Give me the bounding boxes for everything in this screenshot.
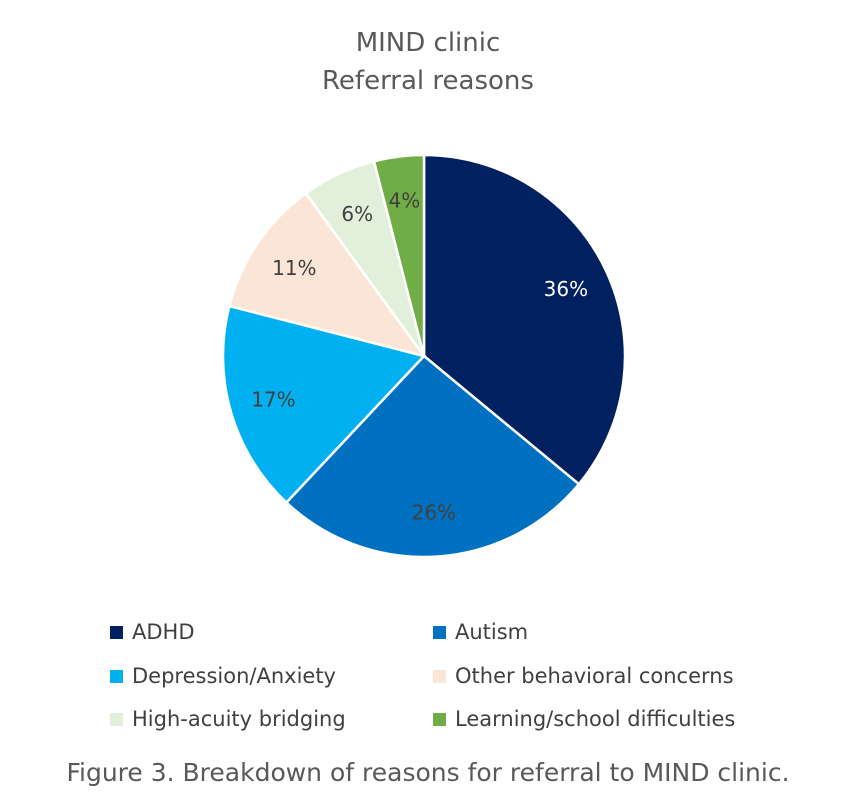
legend-label-0: ADHD	[132, 620, 195, 644]
legend-swatch-3	[433, 669, 446, 683]
pie-data-labels: 36% 26% 17% 11% 6% 4%	[251, 188, 588, 524]
legend-label-1: Autism	[455, 620, 529, 644]
legend-swatch-2	[110, 669, 123, 683]
pie-slices	[221, 153, 627, 559]
legend-swatch-4	[110, 712, 123, 726]
chart-title: MIND clinic	[355, 28, 501, 58]
pie-data-label-3: 11%	[272, 256, 316, 280]
chart-title-block: MIND clinic Referral reasons	[0, 24, 856, 100]
pie-data-label-5: 4%	[388, 188, 420, 212]
pie-chart: 36% 26% 17% 11% 6% 4%	[221, 153, 627, 559]
pie-data-label-4: 6%	[341, 202, 373, 226]
legend-item-2: Depression/Anxiety	[110, 664, 336, 688]
pie-data-label-0: 36%	[544, 277, 588, 301]
legend-swatch-1	[433, 625, 446, 639]
legend-item-4: High-acuity bridging	[110, 707, 346, 731]
pie-slice-5	[372, 153, 426, 357]
pie-slice-3	[227, 191, 428, 359]
pie-slice-2	[221, 304, 427, 505]
legend-label-2: Depression/Anxiety	[132, 664, 336, 688]
legend-label-4: High-acuity bridging	[132, 707, 346, 731]
pie-data-label-1: 26%	[412, 500, 456, 524]
legend-label-5: Learning/school difficulties	[455, 707, 736, 731]
pie-slice-1	[284, 354, 581, 559]
chart-subtitle: Referral reasons	[322, 66, 534, 96]
legend-item-3: Other behavioral concerns	[433, 664, 734, 688]
legend-label-3: Other behavioral concerns	[455, 664, 734, 688]
figure-caption: Figure 3. Breakdown of reasons for refer…	[66, 758, 790, 787]
pie-slice-0	[422, 153, 627, 486]
legend-swatch-5	[433, 712, 446, 726]
legend-item-5: Learning/school difficulties	[433, 707, 735, 731]
pie-data-label-2: 17%	[251, 388, 295, 412]
legend-item-0: ADHD	[110, 620, 195, 644]
legend-item-1: Autism	[433, 620, 528, 644]
legend-swatch-0	[110, 625, 123, 639]
